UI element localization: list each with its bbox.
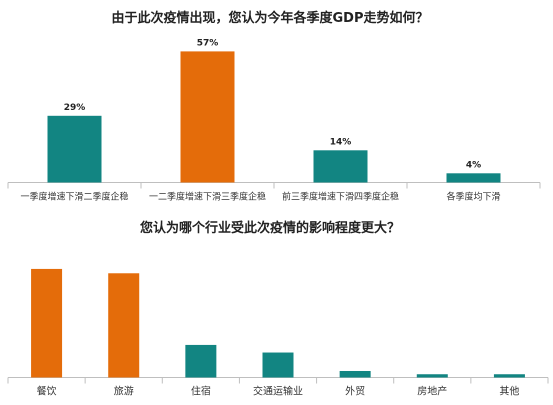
gdp-trend-chart: 由于此次疫情出现，您认为今年各季度GDP走势如何？ 29% 57% 14% 4% 一季…: [7, 10, 541, 203]
gdp-chart-value-label: 4%: [466, 160, 481, 170]
gdp-chart-bars: [47, 51, 501, 183]
industry-chart-category-dividers: [7, 377, 549, 384]
industry-chart-title: 您认为哪个行业受此次疫情的影响程度更大？: [140, 220, 400, 236]
gdp-chart-value-label: 57%: [197, 38, 219, 48]
industry-chart-category-label: 交通运输业: [253, 385, 303, 398]
industry-chart-category-label: 外贸: [345, 386, 365, 398]
industry-chart-bar: [339, 370, 371, 378]
gdp-chart-bar: [446, 173, 501, 183]
industry-chart-bar: [185, 344, 217, 378]
gdp-chart-bar: [180, 51, 235, 183]
industry-chart-category-label: 餐饮: [37, 385, 57, 398]
industry-chart-category-label: 旅游: [114, 385, 134, 398]
industry-impact-chart: 您认为哪个行业受此次疫情的影响程度更大？ 餐饮 旅游 住宿 交通运输业 外贸 房地产 其他: [7, 220, 549, 398]
gdp-chart-category-label: 一二季度增速下滑三季度企稳: [149, 191, 266, 203]
gdp-chart-bar: [47, 115, 102, 183]
industry-chart-bar: [31, 268, 63, 378]
industry-chart-category-labels: 餐饮 旅游 住宿 交通运输业 外贸 房地产 其他: [37, 385, 520, 398]
gdp-chart-category-label: 一季度增速下滑二季度企稳: [20, 191, 128, 203]
gdp-chart-value-label: 14%: [330, 137, 352, 147]
industry-chart-bar: [262, 352, 294, 378]
gdp-chart-bar: [313, 150, 368, 183]
gdp-chart-category-dividers: [7, 182, 541, 189]
gdp-chart-category-label: 各季度均下滑: [446, 191, 500, 203]
industry-chart-bar: [416, 374, 448, 378]
industry-chart-category-label: 其他: [499, 385, 519, 398]
industry-chart-bar: [493, 374, 525, 378]
industry-chart-bars: [31, 268, 525, 378]
gdp-chart-title: 由于此次疫情出现，您认为今年各季度GDP走势如何？: [112, 10, 429, 26]
industry-chart-bar: [108, 273, 140, 378]
industry-chart-category-label: 住宿: [191, 385, 211, 398]
gdp-chart-category-label: 前三季度增速下滑四季度企稳: [282, 191, 399, 203]
gdp-chart-value-labels: 29% 57% 14% 4%: [64, 38, 481, 170]
gdp-chart-value-label: 29%: [64, 103, 86, 113]
gdp-chart-category-labels: 一季度增速下滑二季度企稳 一二季度增速下滑三季度企稳 前三季度增速下滑四季度企稳 各季…: [20, 191, 500, 203]
industry-chart-category-label: 房地产: [417, 385, 447, 398]
